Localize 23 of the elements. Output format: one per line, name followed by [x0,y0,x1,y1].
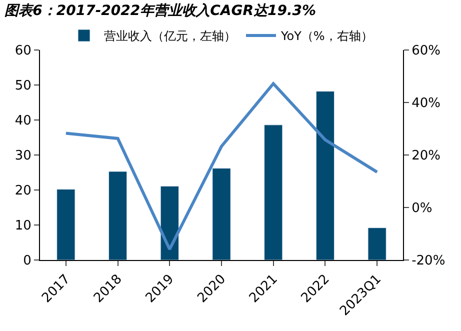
legend-label: YoY（%，右轴） [280,29,373,44]
bar [108,171,128,260]
bar [56,189,76,260]
bar [212,168,231,260]
y-tick-label: 20 [14,184,32,199]
line-series [64,82,379,251]
y2-tick-label: 40% [412,96,441,112]
y2-tick-label: 60% [412,44,441,59]
y-tick-label: 40 [14,114,32,129]
legend-label: 营业收入（亿元，左轴） [104,29,236,44]
y2-tick-label: 0% [412,201,432,216]
bar [316,91,335,260]
y2-tick-label: -20% [412,254,446,269]
y-tick-label: 30 [14,148,32,164]
y-tick-label: 50 [14,78,32,94]
chart-title: 图表6：2017-2022年营业收入CAGR达19.3% [4,2,316,19]
bar [160,186,179,260]
bar [368,228,386,260]
y2-tick-label: 20% [412,148,441,164]
y-tick-label: 10 [14,218,32,234]
y-tick-label: 60 [14,44,32,59]
bar [264,124,283,260]
y-tick-label: 0 [23,254,32,269]
